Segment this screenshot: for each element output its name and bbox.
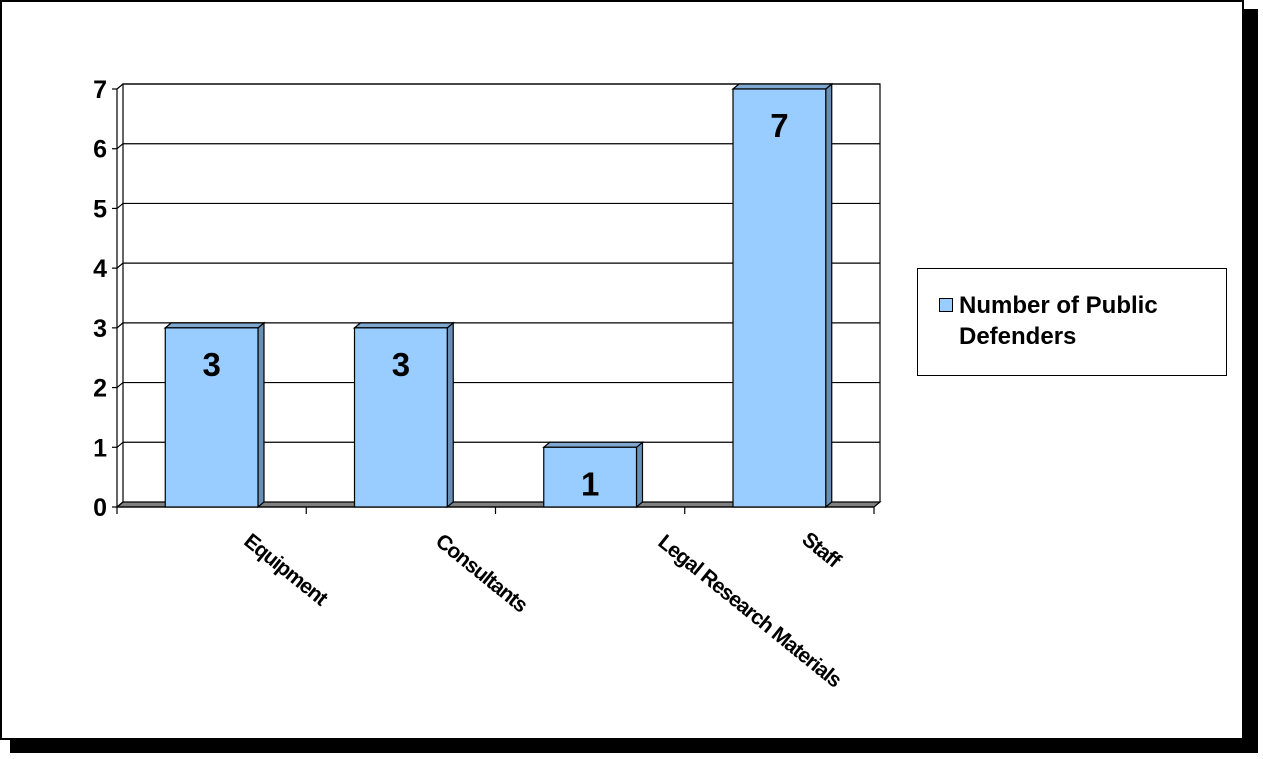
gridline-depth [116, 262, 124, 269]
x-tick-label: Consultants [431, 530, 531, 618]
gridline-depth [116, 322, 124, 329]
legend-label: Number of Public Defenders [959, 292, 1158, 350]
bar [732, 88, 827, 508]
y-tick-labels: 0 1 2 3 4 5 6 7 [93, 76, 107, 522]
bar-top [352, 322, 455, 329]
gridline-depth [116, 441, 124, 448]
y-tick-label: 1 [93, 434, 107, 462]
y-tick-label: 4 [93, 255, 107, 283]
bar-top [731, 83, 834, 90]
y-tick-label: 5 [93, 195, 107, 223]
x-tick-label: Equipment [240, 529, 333, 610]
bar [543, 446, 638, 508]
bar-side [257, 321, 265, 509]
x-tick-label: Staff [797, 528, 845, 573]
data-labels: 3 3 1 7 [202, 107, 788, 502]
data-label: 7 [770, 107, 788, 144]
bar [353, 327, 448, 508]
data-label: 3 [202, 346, 220, 383]
y-tick-label: 6 [93, 136, 107, 164]
bar-top [163, 322, 266, 329]
y-tick-label: 0 [93, 494, 107, 522]
y-tick-label: 2 [93, 375, 107, 403]
gridline-depth [116, 202, 124, 209]
bar-top [542, 441, 645, 448]
legend: Number of Public Defenders [917, 268, 1227, 376]
bar-side [825, 82, 833, 509]
legend-swatch [939, 298, 953, 312]
gridline-depth [116, 382, 124, 389]
gridline-depth [116, 83, 124, 90]
bar [164, 327, 259, 508]
y-tick-label: 3 [93, 315, 107, 343]
x-tick-labels: Equipment Consultants Legal Research Mater… [240, 528, 846, 692]
data-label: 3 [392, 346, 410, 383]
gridline-depth [116, 143, 124, 150]
bar-side [446, 321, 454, 509]
data-label: 1 [581, 465, 599, 502]
bars [163, 82, 834, 509]
bar-side [635, 441, 644, 509]
y-tick-label: 7 [93, 76, 107, 104]
gridline-depth [116, 501, 124, 508]
